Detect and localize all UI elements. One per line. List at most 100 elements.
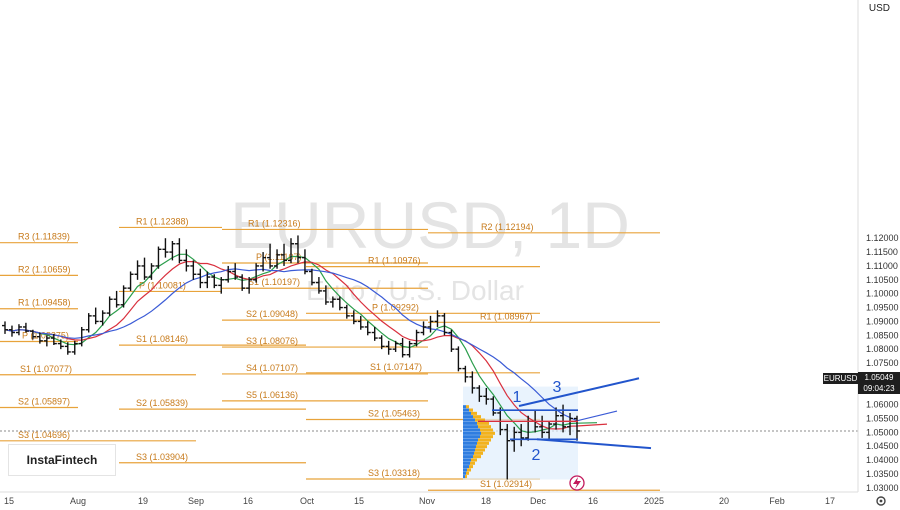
ohlc-bar <box>176 238 183 264</box>
ohlc-bar <box>567 412 574 436</box>
wave-label: 1 <box>513 389 522 406</box>
time-tick-label: 2025 <box>644 496 664 506</box>
moving-averages <box>4 253 618 434</box>
ohlc-bar <box>120 285 127 308</box>
pivot-level-label: R2 (1.12194) <box>481 222 534 232</box>
price-tick-label: 1.09500 <box>866 303 899 313</box>
pivot-level-label: S1 (1.07077) <box>20 364 72 374</box>
ohlc-bar <box>15 324 22 336</box>
price-axis[interactable]: 1.12000 1.11500 1.11000 1.10500 1.10000 1.095… <box>857 0 899 493</box>
pivot-level-label: R1 (1.12388) <box>136 216 189 226</box>
volume-profile-bar <box>463 428 480 432</box>
price-tick-label: 1.11500 <box>866 247 898 257</box>
ohlc-bar <box>155 246 162 269</box>
ohlc-bar <box>36 332 43 344</box>
volume-profile-bar <box>470 461 475 465</box>
time-tick-label: Dec <box>530 496 547 506</box>
price-tick-label: 1.05500 <box>866 413 899 423</box>
currency-label[interactable]: USD <box>868 3 890 14</box>
ohlc-bar <box>218 277 225 294</box>
volume-profile-bar <box>471 411 477 415</box>
ohlc-bar <box>469 371 476 394</box>
volume-profile-bar <box>463 435 480 439</box>
volume-profile-bar <box>463 415 473 419</box>
ohlc-bar <box>357 315 364 330</box>
volume-profile-bar <box>477 441 489 445</box>
volume-profile-bar <box>463 451 474 455</box>
ohlc-bar <box>448 329 455 352</box>
pivot-level-label: R1 (1.10976) <box>368 256 421 266</box>
volume-profile-bar <box>465 475 467 479</box>
ohlc-bar <box>315 277 322 294</box>
brand-logo: InstaFintech <box>8 444 116 476</box>
volume-profile-bar <box>469 408 473 412</box>
pivot-level-label: R1 (1.12316) <box>248 218 301 228</box>
pivot-level-label: R3 (1.11839) <box>18 232 70 242</box>
volume-profile-bar <box>480 428 493 432</box>
ohlc-bar <box>232 263 239 280</box>
volume-profile-bar <box>478 425 491 429</box>
price-tick-label: 1.03000 <box>866 483 899 493</box>
pivot-level-label: S1 (1.07147) <box>370 362 422 372</box>
ohlc-bar <box>141 257 148 280</box>
ohlc-bar <box>113 290 120 308</box>
ohlc-bar <box>504 424 511 480</box>
volume-profile-bar <box>477 421 489 425</box>
volume-profile-bar <box>463 438 478 442</box>
pivot-level-label: P (1.08275) <box>22 331 69 341</box>
price-tick-label: 1.10000 <box>866 289 899 299</box>
ohlc-bar <box>260 252 267 272</box>
price-tick-label: 1.04000 <box>866 455 899 465</box>
volume-profile-bar <box>475 418 485 422</box>
ohlc-bar <box>2 321 8 334</box>
last-price-symbol-tag: EURUSD <box>823 373 858 384</box>
volume-profile-bar <box>478 438 491 442</box>
volume-profile-bar <box>466 405 469 409</box>
ohlc-bar <box>50 333 57 345</box>
price-tick-label: 1.09000 <box>866 316 899 326</box>
wave-label: 3 <box>553 379 562 396</box>
ohlc-bar <box>190 260 197 280</box>
moving-average-line <box>4 268 618 422</box>
time-tick-label: 19 <box>138 496 148 506</box>
time-tick-label: Aug <box>70 496 86 506</box>
volume-profile-bar <box>463 411 471 415</box>
price-tick-label: 1.08000 <box>866 344 899 354</box>
ohlc-bar <box>169 240 176 261</box>
price-tick-label: 1.06000 <box>866 400 899 410</box>
time-tick-label: 16 <box>243 496 253 506</box>
time-tick-label: 15 <box>354 496 364 506</box>
lightning-icon[interactable] <box>569 475 585 491</box>
ohlc-bar <box>441 313 448 336</box>
volume-profile-bar <box>463 418 475 422</box>
volume-profile-bar <box>471 458 477 462</box>
ohlc-bar <box>85 313 92 333</box>
ohlc-bar <box>560 404 567 433</box>
ohlc-bar <box>22 322 29 333</box>
ohlc-bar <box>574 415 580 441</box>
pivot-level-label: S3 (1.03904) <box>136 452 188 462</box>
pivot-level-label: P (1.10081) <box>139 280 186 290</box>
ohlc-bar <box>420 321 427 336</box>
ohlc-bar <box>253 263 260 283</box>
ohlc-bar <box>183 249 190 272</box>
volume-profile-bar <box>473 455 481 459</box>
ohlc-bar <box>336 296 343 311</box>
ohlc-bar <box>343 304 350 319</box>
ohlc-bar <box>43 335 50 347</box>
ohlc-bar <box>476 385 483 402</box>
time-axis[interactable]: 15 Aug 19 Sep 16 Oct 15 Nov 18 Dec 16 2025 20 Feb 17 <box>0 491 858 506</box>
price-tick-label: 1.03500 <box>866 469 899 479</box>
volume-profile-bar <box>475 448 485 452</box>
time-tick-label: Oct <box>300 496 315 506</box>
symbol-watermark: EURUSD, 1D <box>230 188 630 262</box>
lower-trendline <box>536 438 652 450</box>
price-tick-label: 1.05000 <box>866 427 899 437</box>
ohlc-bar <box>204 271 211 289</box>
settings-gear-icon[interactable] <box>876 496 886 506</box>
wave-annotations: 1 2 3 <box>478 377 652 464</box>
time-tick-label: 20 <box>719 496 729 506</box>
ohlc-bar <box>57 339 64 350</box>
time-tick-label: 15 <box>4 496 14 506</box>
